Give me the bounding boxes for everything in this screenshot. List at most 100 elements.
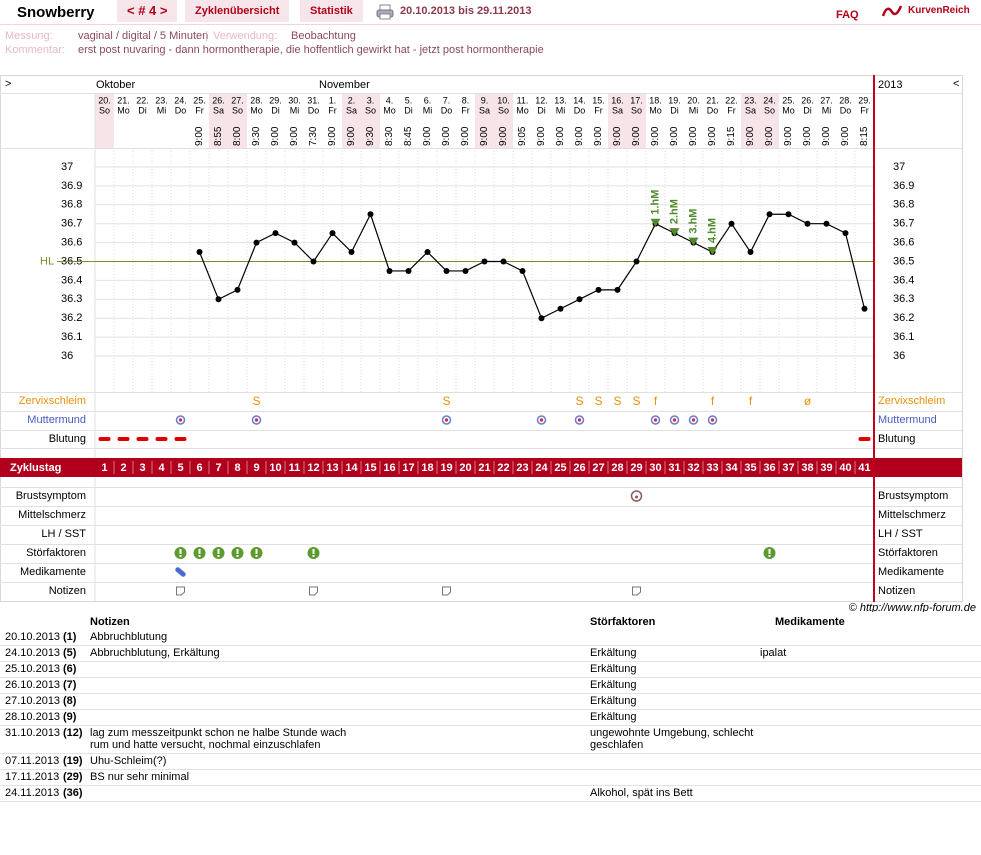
cell-text: BS nur sehr minimal xyxy=(90,771,190,783)
day-label: 24. xyxy=(174,95,187,105)
y-tick-label: 36.2 xyxy=(893,312,914,324)
cervix-icon-dot xyxy=(254,418,259,422)
note-icon xyxy=(442,586,451,596)
print-icon[interactable] xyxy=(376,4,394,20)
cycle-day: 38 xyxy=(801,462,813,474)
weekday-label: Di xyxy=(404,105,413,115)
column-header: Störfaktoren xyxy=(590,616,656,628)
cervix-icon-ring xyxy=(536,415,547,425)
cell-text: Erkältung xyxy=(590,647,637,659)
day-label: 20. xyxy=(687,95,700,105)
day-label: 14. xyxy=(573,95,586,105)
table-cell: Abbruchblutung xyxy=(90,630,590,646)
cycle-day: 18 xyxy=(421,462,433,474)
weekend-shade xyxy=(494,94,513,148)
table-cell: Erkältung xyxy=(590,677,775,694)
weekday-label: Mi xyxy=(423,105,433,115)
cell-text: 28.10.2013 xyxy=(5,711,61,723)
logo[interactable]: KurvenReich xyxy=(908,5,970,16)
y-tick-label: 36.9 xyxy=(893,180,914,192)
table-cell: Alkohol, spät ins Bett xyxy=(590,785,775,802)
weekday-label: Mo xyxy=(782,105,795,115)
temperature-point xyxy=(253,239,260,246)
weekday-label: Di xyxy=(537,105,546,115)
disturbance-icon xyxy=(307,547,320,559)
weekday-label: Sa xyxy=(213,105,224,115)
table-cell: Erkältung xyxy=(590,661,775,678)
tab-statistics[interactable]: Statistik xyxy=(300,0,363,22)
time-label: 9:00 xyxy=(422,126,433,146)
cell-text: (12) xyxy=(63,727,83,739)
y-tick-label: 36.8 xyxy=(61,199,82,211)
cycle-nav[interactable]: < # 4 > xyxy=(117,0,178,22)
y-tick-label: 36.6 xyxy=(893,237,914,249)
table-row: 07.11.2013 (19) Uhu-Schleim(?) xyxy=(0,753,981,770)
table-cell: 31.10.2013 xyxy=(0,725,63,754)
disturbance-icon xyxy=(231,547,244,559)
cycle-day: 32 xyxy=(687,462,699,474)
cervix-icon xyxy=(669,415,680,425)
day-label: 28. xyxy=(839,95,852,105)
bleeding-mark xyxy=(155,437,168,441)
cervix-icon-ring xyxy=(441,415,452,425)
table-cell: (5) xyxy=(63,645,90,662)
weekday-label: Mo xyxy=(250,105,263,115)
table-cell: (7) xyxy=(63,677,90,694)
label: Messung: xyxy=(5,30,53,42)
table-cell: Abbruchblutung, Erkältung xyxy=(90,645,590,662)
time-label: 9:00 xyxy=(498,126,509,146)
weekday-label: Mi xyxy=(556,105,566,115)
weekend-shade xyxy=(760,94,779,148)
table-cell xyxy=(775,769,981,786)
weekday-label: Mi xyxy=(689,105,699,115)
cycle-day: 19 xyxy=(440,462,452,474)
weekday-label: Mo xyxy=(516,105,529,115)
day-label: 13. xyxy=(554,95,567,105)
cervix-icon-dot xyxy=(672,418,677,422)
table-cell xyxy=(775,661,981,678)
table-cell: 17.11.2013 xyxy=(0,769,63,786)
day-label: 24. xyxy=(763,95,776,105)
column-header: Medikamente xyxy=(775,616,845,628)
hm-label: 3.hM xyxy=(687,209,699,234)
time-label: 9:00 xyxy=(612,126,623,146)
temperature-point xyxy=(823,220,830,227)
weekday-label: Fr xyxy=(461,105,470,115)
cycle-day: 17 xyxy=(402,462,414,474)
y-tick-label: 36 xyxy=(61,350,73,362)
table-row: 24.10.2013 (5) Abbruchblutung, Erkältung Er… xyxy=(0,645,981,662)
time-label: 9:05 xyxy=(517,126,528,146)
time-label: 9:00 xyxy=(593,126,604,146)
temperature-point xyxy=(576,296,583,303)
table-cell xyxy=(775,709,981,726)
cycle-day: 6 xyxy=(196,462,202,474)
day-label: 8. xyxy=(462,95,470,105)
faq-link[interactable]: FAQ xyxy=(836,9,859,21)
disturbance-dot xyxy=(198,555,201,557)
mucus-value: S xyxy=(613,394,621,408)
table-cell xyxy=(775,785,981,802)
table-row: 26.10.2013 (7) Erkältung xyxy=(0,677,981,694)
cervix-icon-ring xyxy=(574,415,585,425)
temperature-point xyxy=(443,267,450,274)
cycle-day: 4 xyxy=(158,462,165,474)
y-tick-label: 36.7 xyxy=(61,218,82,230)
time-label: 9:00 xyxy=(441,126,452,146)
date-range: 20.10.2013 bis 29.11.2013 xyxy=(400,5,532,17)
day-label: 22. xyxy=(136,95,149,105)
weekend-shade xyxy=(361,94,380,148)
mucus-value: f xyxy=(749,394,753,408)
cycle-day: 27 xyxy=(592,462,604,474)
disturbance-icon xyxy=(250,547,263,559)
value: vaginal / digital / 5 Minuten xyxy=(78,30,209,42)
cell-text: 27.10.2013 xyxy=(5,695,61,707)
table-cell xyxy=(90,661,590,678)
day-label: 18. xyxy=(649,95,662,105)
tab-overview[interactable]: Zyklenübersicht xyxy=(185,0,290,22)
day-label: 21. xyxy=(706,95,719,105)
note-icon xyxy=(309,586,318,596)
table-cell xyxy=(775,677,981,694)
table-row: 17.11.2013 (29) BS nur sehr minimal xyxy=(0,769,981,786)
temperature-point xyxy=(348,249,355,256)
breast-icon xyxy=(630,490,643,502)
